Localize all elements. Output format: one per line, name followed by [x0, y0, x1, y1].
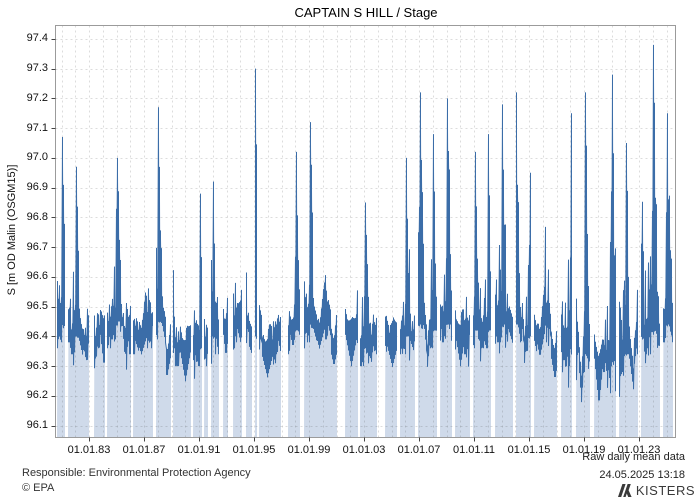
x-tick-label: 01.01.83 — [67, 444, 111, 456]
y-tick-label: 97.0 — [26, 151, 48, 164]
y-tick-label: 96.8 — [26, 210, 48, 223]
y-tick-label: 97.2 — [26, 91, 48, 104]
x-tick-label: 01.01.07 — [397, 444, 441, 456]
y-tick-label: 97.4 — [26, 32, 48, 45]
y-tick-label: 96.4 — [26, 329, 48, 342]
y-tick-label: 96.9 — [26, 181, 48, 194]
responsible-text: Responsible: Environmental Protection Ag… — [22, 467, 251, 479]
y-tick-label: 96.1 — [26, 419, 48, 432]
x-tick-label: 01.01.87 — [122, 444, 166, 456]
y-tick-label: 96.5 — [26, 300, 48, 313]
x-tick-label: 01.01.99 — [287, 444, 331, 456]
x-tick-label: 01.01.23 — [617, 444, 661, 456]
kisters-k-icon — [617, 484, 632, 497]
y-tick-label: 97.1 — [26, 121, 48, 134]
y-tick-label: 96.6 — [26, 270, 48, 283]
kisters-logo: KISTERS — [617, 483, 695, 498]
x-tick-label: 01.01.19 — [562, 444, 606, 456]
x-tick-label: 01.01.95 — [232, 444, 276, 456]
x-tick-label: 01.01.15 — [507, 444, 551, 456]
y-tick-label: 96.2 — [26, 389, 48, 402]
x-tick-label: 01.01.11 — [452, 444, 495, 456]
x-tick-label: 01.01.03 — [342, 444, 386, 456]
y-tick-label: 97.3 — [26, 62, 48, 75]
kisters-wordmark: KISTERS — [635, 483, 695, 498]
x-tick-label: 01.01.91 — [177, 444, 221, 456]
y-tick-label: 96.7 — [26, 240, 48, 253]
raw-data-note: Raw daily mean data — [582, 451, 685, 463]
timestamp-text: 24.05.2025 13:18 — [599, 469, 685, 481]
copyright-text: © EPA — [22, 482, 55, 494]
y-tick-label: 96.3 — [26, 359, 48, 372]
